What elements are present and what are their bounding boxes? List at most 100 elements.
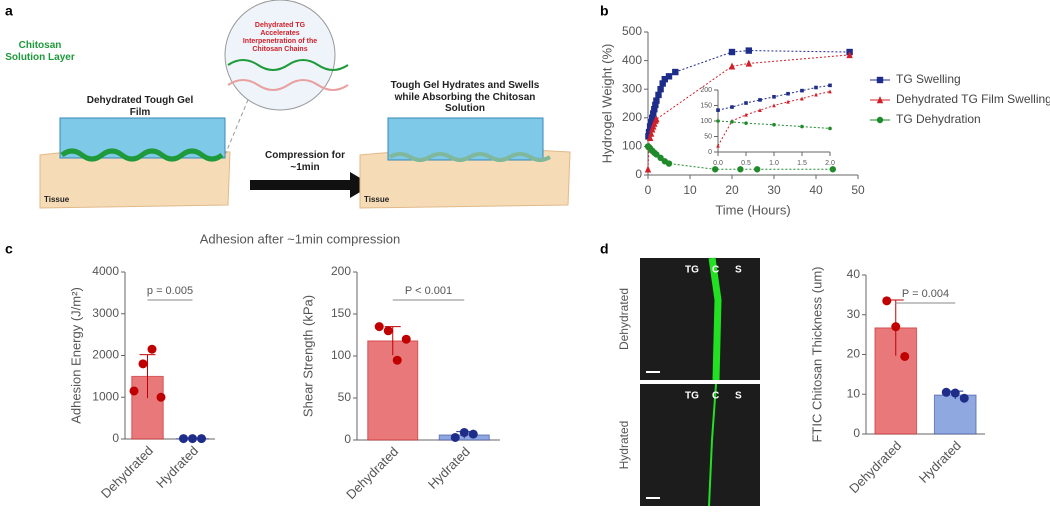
data-point xyxy=(147,344,157,354)
arrow xyxy=(250,172,372,198)
x-tick-label: Dehydrated xyxy=(98,443,156,501)
data-point xyxy=(392,355,402,365)
marker xyxy=(745,59,752,67)
data-point xyxy=(459,427,469,437)
y-axis-label: Hydrogel Weight (%) xyxy=(599,44,614,164)
marker xyxy=(716,119,720,123)
bar xyxy=(933,394,977,435)
y-tick-label: 150 xyxy=(331,306,351,320)
y-tick-label: 200 xyxy=(622,110,642,124)
marker xyxy=(659,80,666,87)
marker xyxy=(846,51,853,59)
data-point xyxy=(383,326,393,336)
marker xyxy=(786,91,790,96)
micrograph xyxy=(640,258,760,380)
y-tick-label: 30 xyxy=(847,307,861,321)
zoom-tissue xyxy=(227,79,349,91)
data-point xyxy=(156,392,166,402)
marker xyxy=(650,110,657,117)
x-axis-label: Time (Hours) xyxy=(715,202,790,217)
x-tick-label: 0 xyxy=(645,183,652,197)
data-point xyxy=(138,359,148,369)
y-tick-label: 2000 xyxy=(92,348,119,362)
marker xyxy=(657,86,664,93)
marker xyxy=(876,116,884,124)
y-tick-label: 0 xyxy=(635,167,642,181)
label: Tough Gel Hydrates and Swells while Abso… xyxy=(390,80,540,114)
marker xyxy=(728,62,736,70)
label: Chitosan Solution Layer xyxy=(5,40,75,63)
y-tick-label: 50 xyxy=(338,390,352,404)
annotation: P < 0.001 xyxy=(405,285,452,297)
marker xyxy=(655,91,662,99)
marker xyxy=(716,108,720,112)
marker xyxy=(653,115,660,123)
x-tick-label: 40 xyxy=(809,183,823,197)
label: Tissue xyxy=(44,195,70,204)
micrograph xyxy=(640,384,760,506)
marker xyxy=(665,73,673,80)
y-tick-label: 3000 xyxy=(92,306,119,320)
marker xyxy=(745,47,752,54)
image-label: TG xyxy=(685,265,699,276)
data-point xyxy=(179,434,188,444)
chitosan-band xyxy=(708,257,722,381)
data-point xyxy=(941,387,951,397)
panel-label: a xyxy=(5,3,13,19)
marker xyxy=(653,97,660,104)
data-point xyxy=(374,322,384,332)
panel-label: d xyxy=(600,241,609,257)
marker xyxy=(800,124,804,129)
image-label: Dehydrated xyxy=(617,288,631,350)
x-tick-label: 0.0 xyxy=(713,160,723,167)
panel-label: b xyxy=(600,3,609,19)
x-tick-label: 2.0 xyxy=(825,160,835,167)
x-tick-label: Hydrated xyxy=(425,444,473,492)
marker xyxy=(758,107,762,112)
marker xyxy=(800,88,804,93)
label: Dehydrated TG Accelerates Interpenetrati… xyxy=(242,22,318,54)
marker xyxy=(646,133,654,142)
x-tick-label: 0.5 xyxy=(741,160,751,167)
marker xyxy=(754,166,761,173)
marker xyxy=(744,101,748,105)
y-tick-label: 100 xyxy=(622,139,642,153)
marker xyxy=(645,128,653,136)
data-point xyxy=(401,334,411,344)
marker xyxy=(665,160,673,167)
marker xyxy=(772,122,776,127)
y-tick-label: 100 xyxy=(700,118,712,125)
marker xyxy=(644,165,652,173)
chitosan-absorbed xyxy=(388,152,552,162)
marker xyxy=(828,83,832,88)
legend-label: Dehydrated TG Film Swelling xyxy=(896,92,1050,106)
data-point xyxy=(959,393,969,403)
data-point xyxy=(468,429,478,439)
x-tick-label: Hydrated xyxy=(153,443,201,491)
label: Tissue xyxy=(364,195,390,204)
y-tick-label: 50 xyxy=(704,133,712,140)
marker xyxy=(649,114,656,121)
marker xyxy=(730,105,734,109)
x-tick-label: Dehydrated xyxy=(343,444,401,502)
data-point xyxy=(882,296,892,306)
marker xyxy=(800,96,804,101)
data-point xyxy=(891,322,901,332)
zoom-chains xyxy=(227,59,349,71)
y-tick-label: 100 xyxy=(331,348,351,362)
marker xyxy=(828,89,832,94)
image-label: TG xyxy=(685,391,699,402)
x-tick-label: Hydrated xyxy=(916,438,964,486)
marker xyxy=(828,126,832,131)
image-label: S xyxy=(735,265,742,276)
x-tick-label: 30 xyxy=(767,183,781,197)
legend-label: TG Swelling xyxy=(896,72,961,86)
chitosan-layer xyxy=(60,148,224,162)
data-point xyxy=(950,388,960,398)
bar xyxy=(367,340,419,441)
marker xyxy=(744,121,748,125)
marker xyxy=(814,85,818,90)
y-tick-label: 20 xyxy=(847,347,861,361)
marker xyxy=(661,75,668,83)
